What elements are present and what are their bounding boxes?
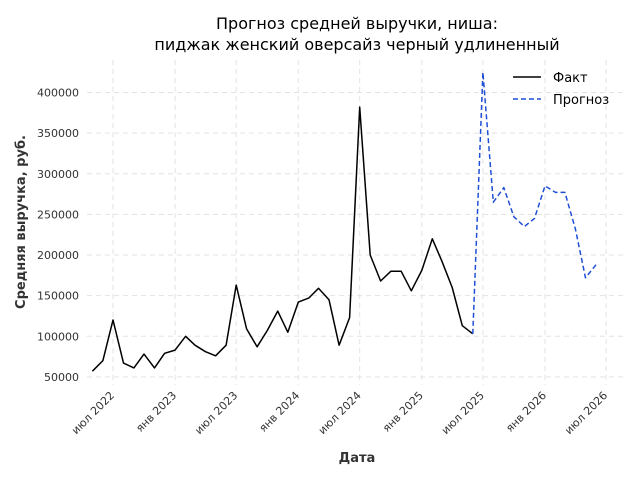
y-tick-label: 50000 — [44, 371, 79, 384]
x-tick-label: янв 2023 — [133, 389, 179, 435]
series-lines — [91, 71, 597, 372]
y-tick-label: 150000 — [37, 290, 79, 303]
legend-label-0: Факт — [553, 71, 588, 86]
x-tick-label: июл 2022 — [69, 389, 117, 437]
y-tick-label: 100000 — [37, 330, 79, 343]
x-tick-label: янв 2025 — [380, 389, 426, 435]
x-tick-label: июл 2025 — [439, 389, 487, 437]
x-tick-label: янв 2024 — [257, 389, 303, 435]
x-tick-label: июл 2026 — [562, 389, 610, 437]
y-tick-label: 350000 — [37, 127, 79, 140]
x-axis-ticks: июл 2022 янв 2023 июл 2023 янв 2024 июл 2024… — [69, 389, 610, 437]
series-line-1 — [472, 71, 597, 334]
y-tick-label: 200000 — [37, 249, 79, 262]
legend: Факт Прогноз — [513, 71, 609, 108]
y-tick-label: 400000 — [37, 87, 79, 100]
chart-title-line2: пиджак женский оверсайз черный удлиненны… — [154, 35, 559, 54]
y-axis-label: Средняя выручка, руб. — [14, 135, 29, 309]
y-tick-label: 250000 — [37, 208, 79, 221]
y-tick-label: 300000 — [37, 168, 79, 181]
x-tick-label: июл 2024 — [316, 389, 364, 437]
chart-title-line1: Прогноз средней выручки, ниша: — [216, 14, 498, 33]
series-line-0 — [91, 106, 474, 372]
x-tick-label: июл 2023 — [192, 389, 240, 437]
grid — [87, 60, 627, 385]
x-axis-label: Дата — [339, 451, 376, 466]
y-axis-ticks: 50000 100000 150000 200000 250000 300000 35000… — [37, 87, 79, 384]
x-tick-label: янв 2026 — [503, 389, 549, 435]
legend-label-1: Прогноз — [553, 93, 609, 108]
